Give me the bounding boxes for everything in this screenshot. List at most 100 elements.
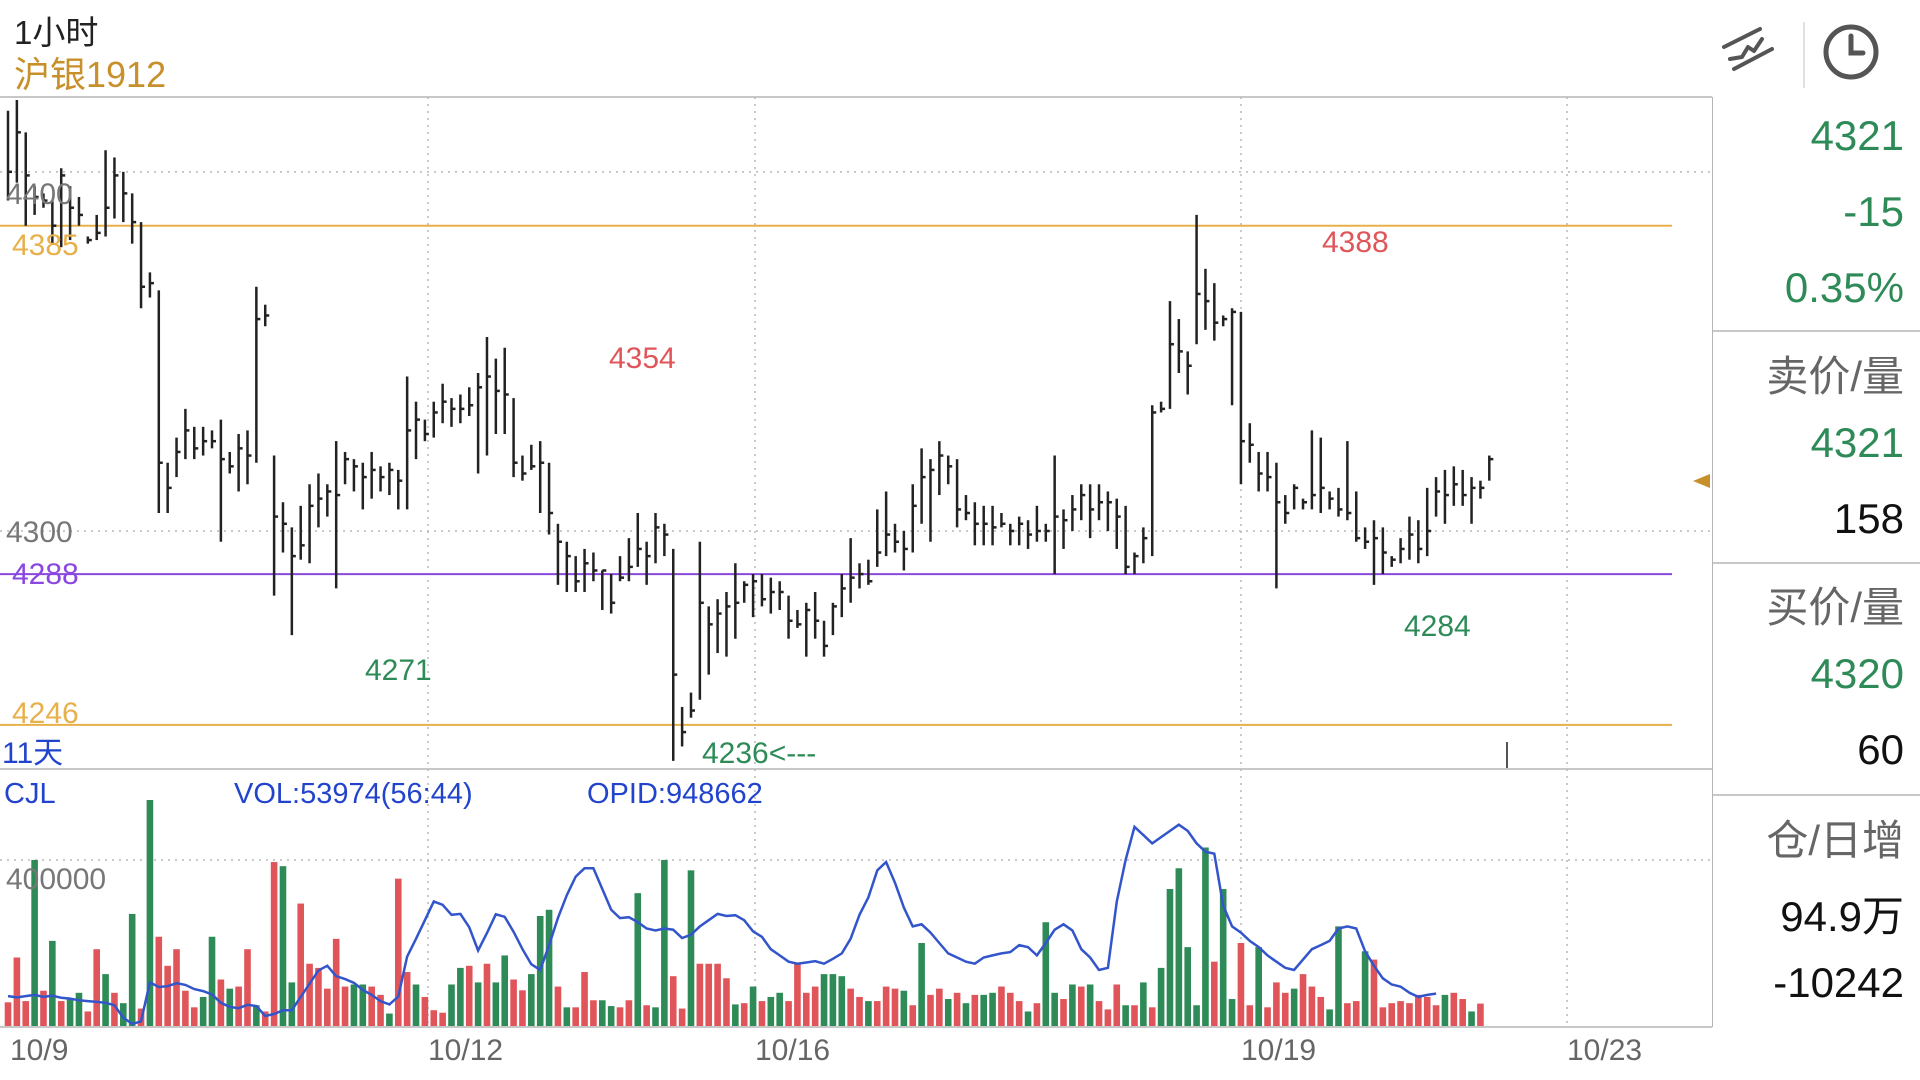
ohlc-bar <box>237 434 243 492</box>
volume-bar <box>962 1003 970 1026</box>
ohlc-bar <box>663 523 669 557</box>
volume-bar <box>1157 967 1165 1026</box>
ohlc-bar <box>388 462 394 496</box>
ohlc-bar <box>556 523 562 585</box>
ohlc-bar <box>219 419 225 542</box>
ohlc-bar <box>51 200 57 244</box>
volume-bar <box>1193 1005 1200 1026</box>
open-interest-change: -10242 <box>1773 959 1904 1006</box>
ohlc-bar <box>902 530 908 571</box>
volume-bar <box>980 994 987 1026</box>
volume-bar <box>669 976 677 1026</box>
ohlc-bar <box>929 459 935 542</box>
ohlc-bar <box>113 157 119 219</box>
ohlc-bar <box>893 523 899 553</box>
ohlc-bar <box>405 376 412 510</box>
ohlc-bar <box>370 451 376 499</box>
volume-bar <box>1228 999 1236 1026</box>
ohlc-bar <box>1417 520 1423 564</box>
y-tick-4300: 4300 <box>6 516 73 549</box>
volume-bar <box>1033 1003 1041 1026</box>
volume-bar <box>261 1011 269 1026</box>
volume-bar <box>1317 996 1325 1026</box>
volume-bar <box>732 1004 739 1026</box>
ohlc-bar <box>707 606 713 675</box>
symbol-label[interactable]: 沪银1912 <box>14 54 167 95</box>
ohlc-bar <box>1115 498 1121 549</box>
volume-bar <box>1024 1011 1032 1026</box>
ohlc-bar <box>840 574 846 618</box>
volume-bar <box>554 986 562 1026</box>
ohlc-bar <box>228 451 234 474</box>
ohlc-bar <box>1097 484 1104 521</box>
volume-bar <box>13 957 21 1026</box>
volume-bar <box>448 984 455 1026</box>
ohlc-bar <box>485 337 491 456</box>
ohlc-bar <box>193 426 199 460</box>
chart-canvas[interactable]: 4400 4300 4385 4288 4246 4354 4388 4271 … <box>0 0 1712 1080</box>
ohlc-bar <box>822 620 829 657</box>
level-label-4385: 4385 <box>12 229 79 262</box>
ohlc-bar <box>467 387 474 417</box>
volume-bar <box>1104 1009 1112 1026</box>
ask-price[interactable]: 4321 <box>1810 419 1904 466</box>
volume-bar <box>386 1013 393 1026</box>
ohlc-bar <box>15 100 21 183</box>
volume-bar <box>1423 996 1431 1026</box>
opid-value-label: OPID:948662 <box>587 778 763 810</box>
volume-bar <box>1477 1003 1484 1026</box>
volume-bar <box>625 1000 633 1026</box>
volume-bar <box>1202 847 1209 1026</box>
ohlc-bar <box>1399 538 1405 564</box>
ohlc-bar <box>991 505 997 546</box>
ohlc-bar <box>175 437 181 478</box>
panel-divider <box>1713 330 1920 332</box>
volume-bar <box>900 990 908 1026</box>
volume-bar <box>1255 947 1262 1026</box>
volume-bar <box>1344 1003 1351 1026</box>
volume-bar <box>989 992 996 1026</box>
ohlc-bar <box>1106 491 1112 531</box>
volume-bar <box>288 982 296 1026</box>
volume-bar <box>581 972 588 1026</box>
clock-icon <box>1823 24 1879 80</box>
x-tick-10-12: 10/12 <box>428 1034 503 1067</box>
volume-bar <box>75 992 83 1026</box>
ohlc-bar <box>441 383 447 424</box>
volume-bar <box>1237 942 1245 1026</box>
volume-bar <box>235 986 242 1026</box>
ohlc-bar <box>1310 430 1316 510</box>
ohlc-bar <box>1488 455 1494 481</box>
volume-bar <box>1175 868 1183 1026</box>
ohlc-bar <box>334 441 341 589</box>
timeframe-label[interactable]: 1小时 <box>14 14 99 51</box>
x-tick-10-9: 10/9 <box>10 1034 68 1067</box>
volume-bar <box>190 1007 198 1026</box>
ohlc-bar <box>858 563 864 589</box>
ohlc-bar <box>1292 484 1299 510</box>
volume-bar <box>1077 986 1085 1026</box>
volume-bar <box>510 979 517 1026</box>
ohlc-bar <box>1230 308 1237 406</box>
volume-bar <box>767 996 775 1026</box>
draw-lines-button[interactable] <box>1704 12 1794 92</box>
ohlc-bar <box>1213 283 1219 341</box>
ohlc-bar <box>689 692 695 718</box>
ohlc-bar <box>734 563 740 639</box>
bid-price[interactable]: 4320 <box>1810 650 1904 697</box>
ohlc-bar <box>920 448 926 524</box>
ohlc-bar <box>1035 505 1041 542</box>
ohlc-bar <box>379 466 385 492</box>
last-price-marker <box>1693 474 1710 488</box>
volume-bar <box>803 992 810 1026</box>
ohlc-bar <box>592 552 598 582</box>
ohlc-bar <box>583 548 589 593</box>
ohlc-bar <box>609 574 616 614</box>
panel-divider <box>1713 794 1920 796</box>
ohlc-bar <box>1337 487 1343 517</box>
volume-bar <box>102 974 109 1026</box>
ohlc-bar <box>1275 462 1281 589</box>
x-tick-10-23: 10/23 <box>1567 1034 1642 1067</box>
x-tick-10-19: 10/19 <box>1241 1034 1316 1067</box>
clock-button[interactable] <box>1806 12 1896 92</box>
